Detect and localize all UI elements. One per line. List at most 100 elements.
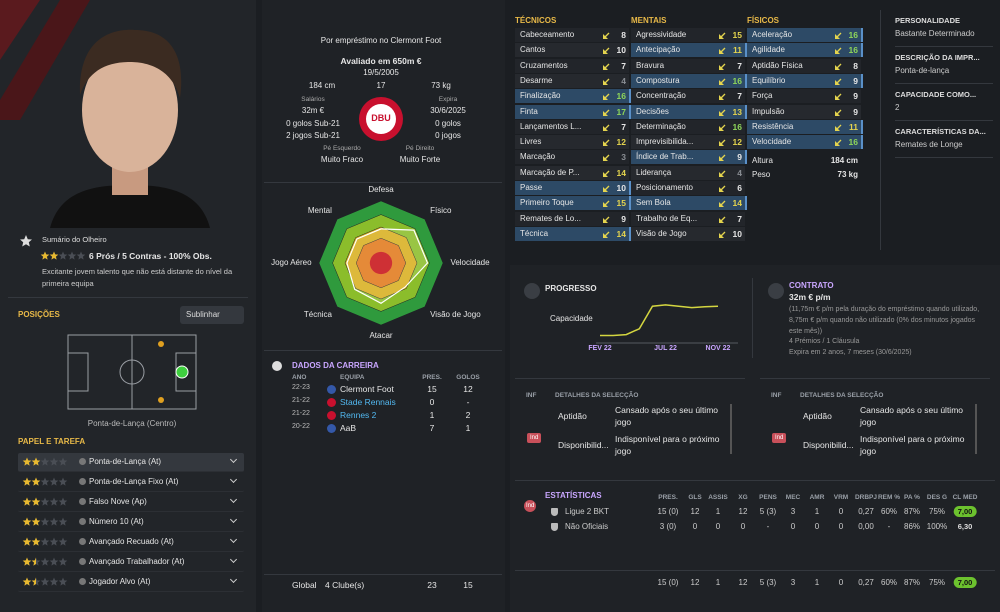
star-empty bbox=[49, 577, 59, 586]
trend-arrow bbox=[719, 63, 726, 70]
career-total-clubs: 4 Clube(s) bbox=[325, 580, 365, 590]
club-badge bbox=[327, 398, 336, 407]
logo-text: DBU bbox=[371, 113, 391, 123]
competition-icon bbox=[551, 508, 558, 516]
role-row[interactable] bbox=[18, 453, 244, 472]
info-value: 2 bbox=[895, 103, 900, 112]
attribute-row bbox=[631, 58, 745, 73]
attribute-name: Marcação de P... bbox=[520, 167, 580, 177]
attribute-row bbox=[631, 89, 745, 104]
trend-arrow-line bbox=[603, 170, 610, 177]
star-empty bbox=[49, 477, 59, 486]
selection-title: DETALHES DA SELECÇÃO bbox=[555, 392, 639, 399]
wage-label: Salários bbox=[301, 96, 325, 103]
left-foot: Muito Fraco bbox=[320, 155, 364, 164]
star-filled bbox=[22, 457, 32, 466]
trend-arrow-line bbox=[719, 78, 726, 85]
info-label: CAPACIDADE COMO... bbox=[895, 90, 977, 99]
trend-arrow bbox=[603, 216, 610, 223]
attribute-row bbox=[631, 135, 745, 150]
trend-arrow bbox=[719, 93, 726, 101]
attribute-row bbox=[631, 119, 745, 134]
star-empty bbox=[40, 477, 50, 486]
trend-arrow bbox=[835, 93, 842, 101]
stats-cell: 0 bbox=[740, 522, 746, 531]
attribute-value: 6 bbox=[737, 183, 742, 193]
attribute-name: Trabalho de Eq... bbox=[636, 213, 698, 223]
career-season: 21-22 bbox=[292, 410, 310, 417]
attribute-value: 15 bbox=[732, 30, 742, 40]
star-rating bbox=[22, 517, 68, 526]
photo-stripe bbox=[0, 0, 40, 60]
career-apps: 15 bbox=[427, 384, 437, 394]
attribute-name: Marcação bbox=[520, 152, 556, 162]
trend-arrow bbox=[719, 154, 726, 162]
attribute-row bbox=[515, 43, 629, 58]
contract-icon bbox=[768, 283, 784, 299]
attribute-value: 11 bbox=[849, 121, 858, 132]
star-rating bbox=[22, 457, 68, 466]
attribute-group-title: FÍSICOS bbox=[747, 16, 780, 25]
info-value: Remates de Longe bbox=[895, 140, 963, 149]
availability-label: Disponibilid... bbox=[803, 440, 854, 450]
age: 17 bbox=[376, 81, 386, 90]
stats-cell: 1 bbox=[814, 578, 820, 587]
attribute-row bbox=[515, 226, 631, 241]
availability-text: Indisponível para o próximo jogo bbox=[615, 434, 720, 456]
stats-cell: 75% bbox=[928, 578, 946, 587]
separator bbox=[895, 83, 993, 84]
scrollbar bbox=[730, 404, 732, 454]
role-row[interactable] bbox=[18, 533, 244, 552]
role-row[interactable] bbox=[18, 493, 244, 512]
role-row[interactable] bbox=[18, 473, 244, 492]
attribute-row bbox=[631, 73, 747, 88]
career-apps: 1 bbox=[429, 410, 435, 420]
attribute-value: 7 bbox=[621, 60, 626, 71]
separator bbox=[895, 46, 993, 47]
role-row[interactable] bbox=[18, 513, 244, 532]
club-badge bbox=[327, 411, 336, 420]
role-name: Avançado Trabalhador (At) bbox=[89, 557, 185, 566]
trend-arrow bbox=[719, 170, 726, 177]
attribute-value: 9 bbox=[853, 75, 858, 86]
star-filled bbox=[31, 577, 36, 586]
attribute-value: 10 bbox=[616, 45, 626, 56]
radar-label: Velocidade bbox=[450, 258, 490, 267]
star-empty bbox=[58, 457, 68, 466]
star-empty bbox=[58, 537, 68, 546]
trend-arrow bbox=[603, 78, 610, 85]
role-row[interactable] bbox=[18, 553, 244, 572]
stats-header: XG bbox=[738, 494, 748, 501]
attribute-name: Força bbox=[752, 91, 773, 101]
trend-arrow-line bbox=[719, 139, 726, 146]
trend-arrow-line bbox=[719, 109, 726, 115]
separator bbox=[8, 297, 248, 298]
attribute-row bbox=[631, 181, 745, 195]
stats-cell: 0 bbox=[838, 507, 844, 516]
contract-bonuses: 4 Prémios / 1 Cláusula bbox=[789, 338, 860, 345]
attribute-row bbox=[515, 196, 631, 211]
separator bbox=[515, 480, 995, 481]
attribute-name: Impulsão bbox=[752, 106, 785, 116]
star-filled bbox=[31, 517, 41, 526]
attribute-value: 16 bbox=[732, 121, 742, 132]
star-filled bbox=[31, 557, 36, 566]
star-rating bbox=[22, 537, 68, 546]
attribute-value: 16 bbox=[848, 45, 858, 56]
trend-arrow bbox=[719, 216, 726, 223]
position-dot bbox=[158, 341, 164, 347]
progress-line bbox=[600, 304, 719, 337]
role-row[interactable] bbox=[18, 573, 244, 592]
photo-hair bbox=[79, 29, 182, 98]
stats-header: MEC bbox=[785, 494, 801, 501]
trend-arrow-line bbox=[719, 170, 726, 177]
stats-cell: 0 bbox=[838, 522, 844, 531]
fitness-text: Cansado após o seu último jogo bbox=[615, 405, 719, 427]
positions-title: POSIÇÕES bbox=[18, 310, 60, 319]
highlight-button[interactable] bbox=[180, 306, 244, 324]
availability-text: Indisponível para o próximo jogo bbox=[860, 434, 965, 456]
trend-arrow-line bbox=[719, 216, 726, 223]
trend-arrow bbox=[603, 185, 610, 192]
separator bbox=[895, 120, 993, 121]
info-icon bbox=[79, 458, 86, 465]
